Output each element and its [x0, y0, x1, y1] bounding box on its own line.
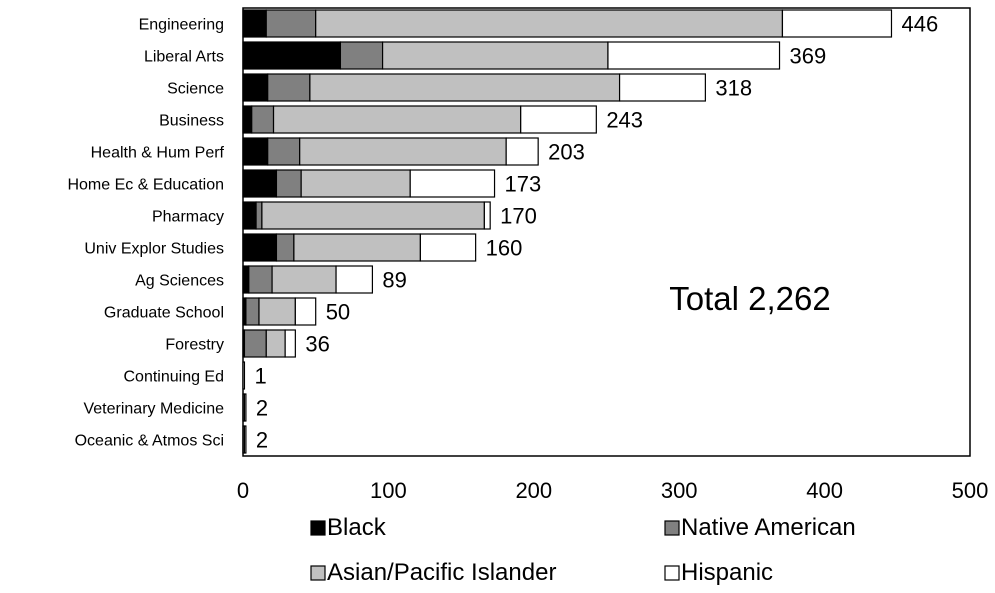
bar-segment — [267, 73, 311, 102]
bar-segment — [483, 201, 491, 230]
bar-segment — [520, 105, 597, 134]
legend-label: Black — [327, 514, 387, 541]
bar-segment — [284, 329, 296, 358]
bar-segment — [242, 73, 269, 102]
bar-segment — [242, 9, 267, 38]
bar-segment — [275, 233, 295, 262]
bar-segment — [243, 425, 247, 454]
bar-segment — [293, 233, 421, 262]
bar-segment — [618, 73, 706, 102]
legend-label: Asian/Pacific Islander — [327, 559, 556, 586]
bar-segment — [294, 297, 317, 326]
bar-segment — [243, 329, 267, 358]
bar-segment — [242, 105, 253, 134]
legend-swatch — [310, 565, 326, 581]
x-axis-ticks: 0 100 200 300 400 500 — [237, 478, 988, 503]
bar-segment — [309, 73, 621, 102]
bar-segment — [275, 169, 302, 198]
bar-segment — [335, 265, 374, 294]
bar-segment — [267, 137, 301, 166]
legend-swatch — [664, 565, 680, 581]
bar-segment — [505, 137, 539, 166]
bar-segment — [315, 9, 784, 38]
legend-swatch — [664, 520, 680, 536]
category-label: Health & Hum Perf — [91, 145, 225, 162]
category-label: Engineering — [139, 17, 224, 34]
bar-segment — [300, 169, 411, 198]
bar-total-label: 369 — [790, 44, 827, 69]
bar-segment — [242, 137, 269, 166]
bars — [242, 9, 893, 454]
bar-total-label: 243 — [606, 108, 643, 133]
category-label: Ag Sciences — [135, 273, 224, 290]
bar-segment — [261, 201, 485, 230]
category-label: Graduate School — [104, 305, 224, 322]
bar-segment — [245, 297, 260, 326]
bar-segment — [258, 297, 296, 326]
bar-total-label: 446 — [901, 12, 938, 37]
x-tick-label: 100 — [370, 478, 407, 503]
category-label: Oceanic & Atmos Sci — [75, 433, 224, 450]
bar-total-label: 2 — [256, 396, 268, 421]
category-label: Pharmacy — [152, 209, 224, 226]
bar-total-label: 170 — [500, 204, 537, 229]
x-tick-label: 500 — [952, 478, 989, 503]
bar-total-label: 160 — [486, 236, 523, 261]
category-label: Forestry — [165, 337, 224, 354]
bar-segment — [255, 201, 263, 230]
category-label: Home Ec & Education — [67, 177, 224, 194]
bar-total-label: 1 — [254, 364, 266, 389]
category-label: Veterinary Medicine — [83, 401, 224, 418]
category-label: Liberal Arts — [144, 49, 224, 66]
legend-label: Hispanic — [681, 559, 773, 586]
bar-segment — [339, 41, 384, 70]
bar-segment — [242, 201, 257, 230]
bar-segment — [248, 265, 273, 294]
bar-segment — [419, 233, 477, 262]
bar-segment — [271, 265, 337, 294]
bar-total-label: 173 — [505, 172, 542, 197]
bar-segment — [242, 265, 250, 294]
bar-segment — [242, 361, 246, 390]
bar-segment — [409, 169, 496, 198]
x-tick-label: 300 — [661, 478, 698, 503]
bar-segment — [272, 105, 522, 134]
total-annotation: Total 2,262 — [669, 280, 830, 317]
category-label: Business — [159, 113, 224, 130]
bar-segment — [251, 105, 275, 134]
bar-total-label: 318 — [715, 76, 752, 101]
bar-segment — [299, 137, 507, 166]
bar-total-label: 36 — [305, 332, 329, 357]
bar-total-label: 89 — [382, 268, 406, 293]
bar-segment — [242, 41, 342, 70]
x-tick-label: 400 — [806, 478, 843, 503]
legend-label: Native American — [681, 514, 856, 541]
bar-segment — [781, 9, 893, 38]
category-labels: Engineering Liberal Arts Science Business He… — [67, 17, 224, 450]
bar-segment — [265, 329, 286, 358]
category-label: Science — [167, 81, 224, 98]
bar-segment — [381, 41, 609, 70]
bar-segment — [242, 233, 278, 262]
bar-segment — [242, 169, 278, 198]
legend-swatch — [310, 520, 326, 536]
bar-segment — [243, 393, 247, 422]
bar-segment — [607, 41, 781, 70]
bar-total-label: 203 — [548, 140, 585, 165]
category-label: Univ Explor Studies — [84, 241, 224, 258]
category-label: Continuing Ed — [123, 369, 224, 386]
bar-segment — [265, 9, 317, 38]
bar-total-label: 2 — [256, 428, 268, 453]
x-tick-label: 0 — [237, 478, 249, 503]
legend: Black Native American Asian/Pacific Island… — [310, 514, 856, 586]
x-tick-label: 200 — [515, 478, 552, 503]
bar-total-label: 50 — [326, 300, 350, 325]
